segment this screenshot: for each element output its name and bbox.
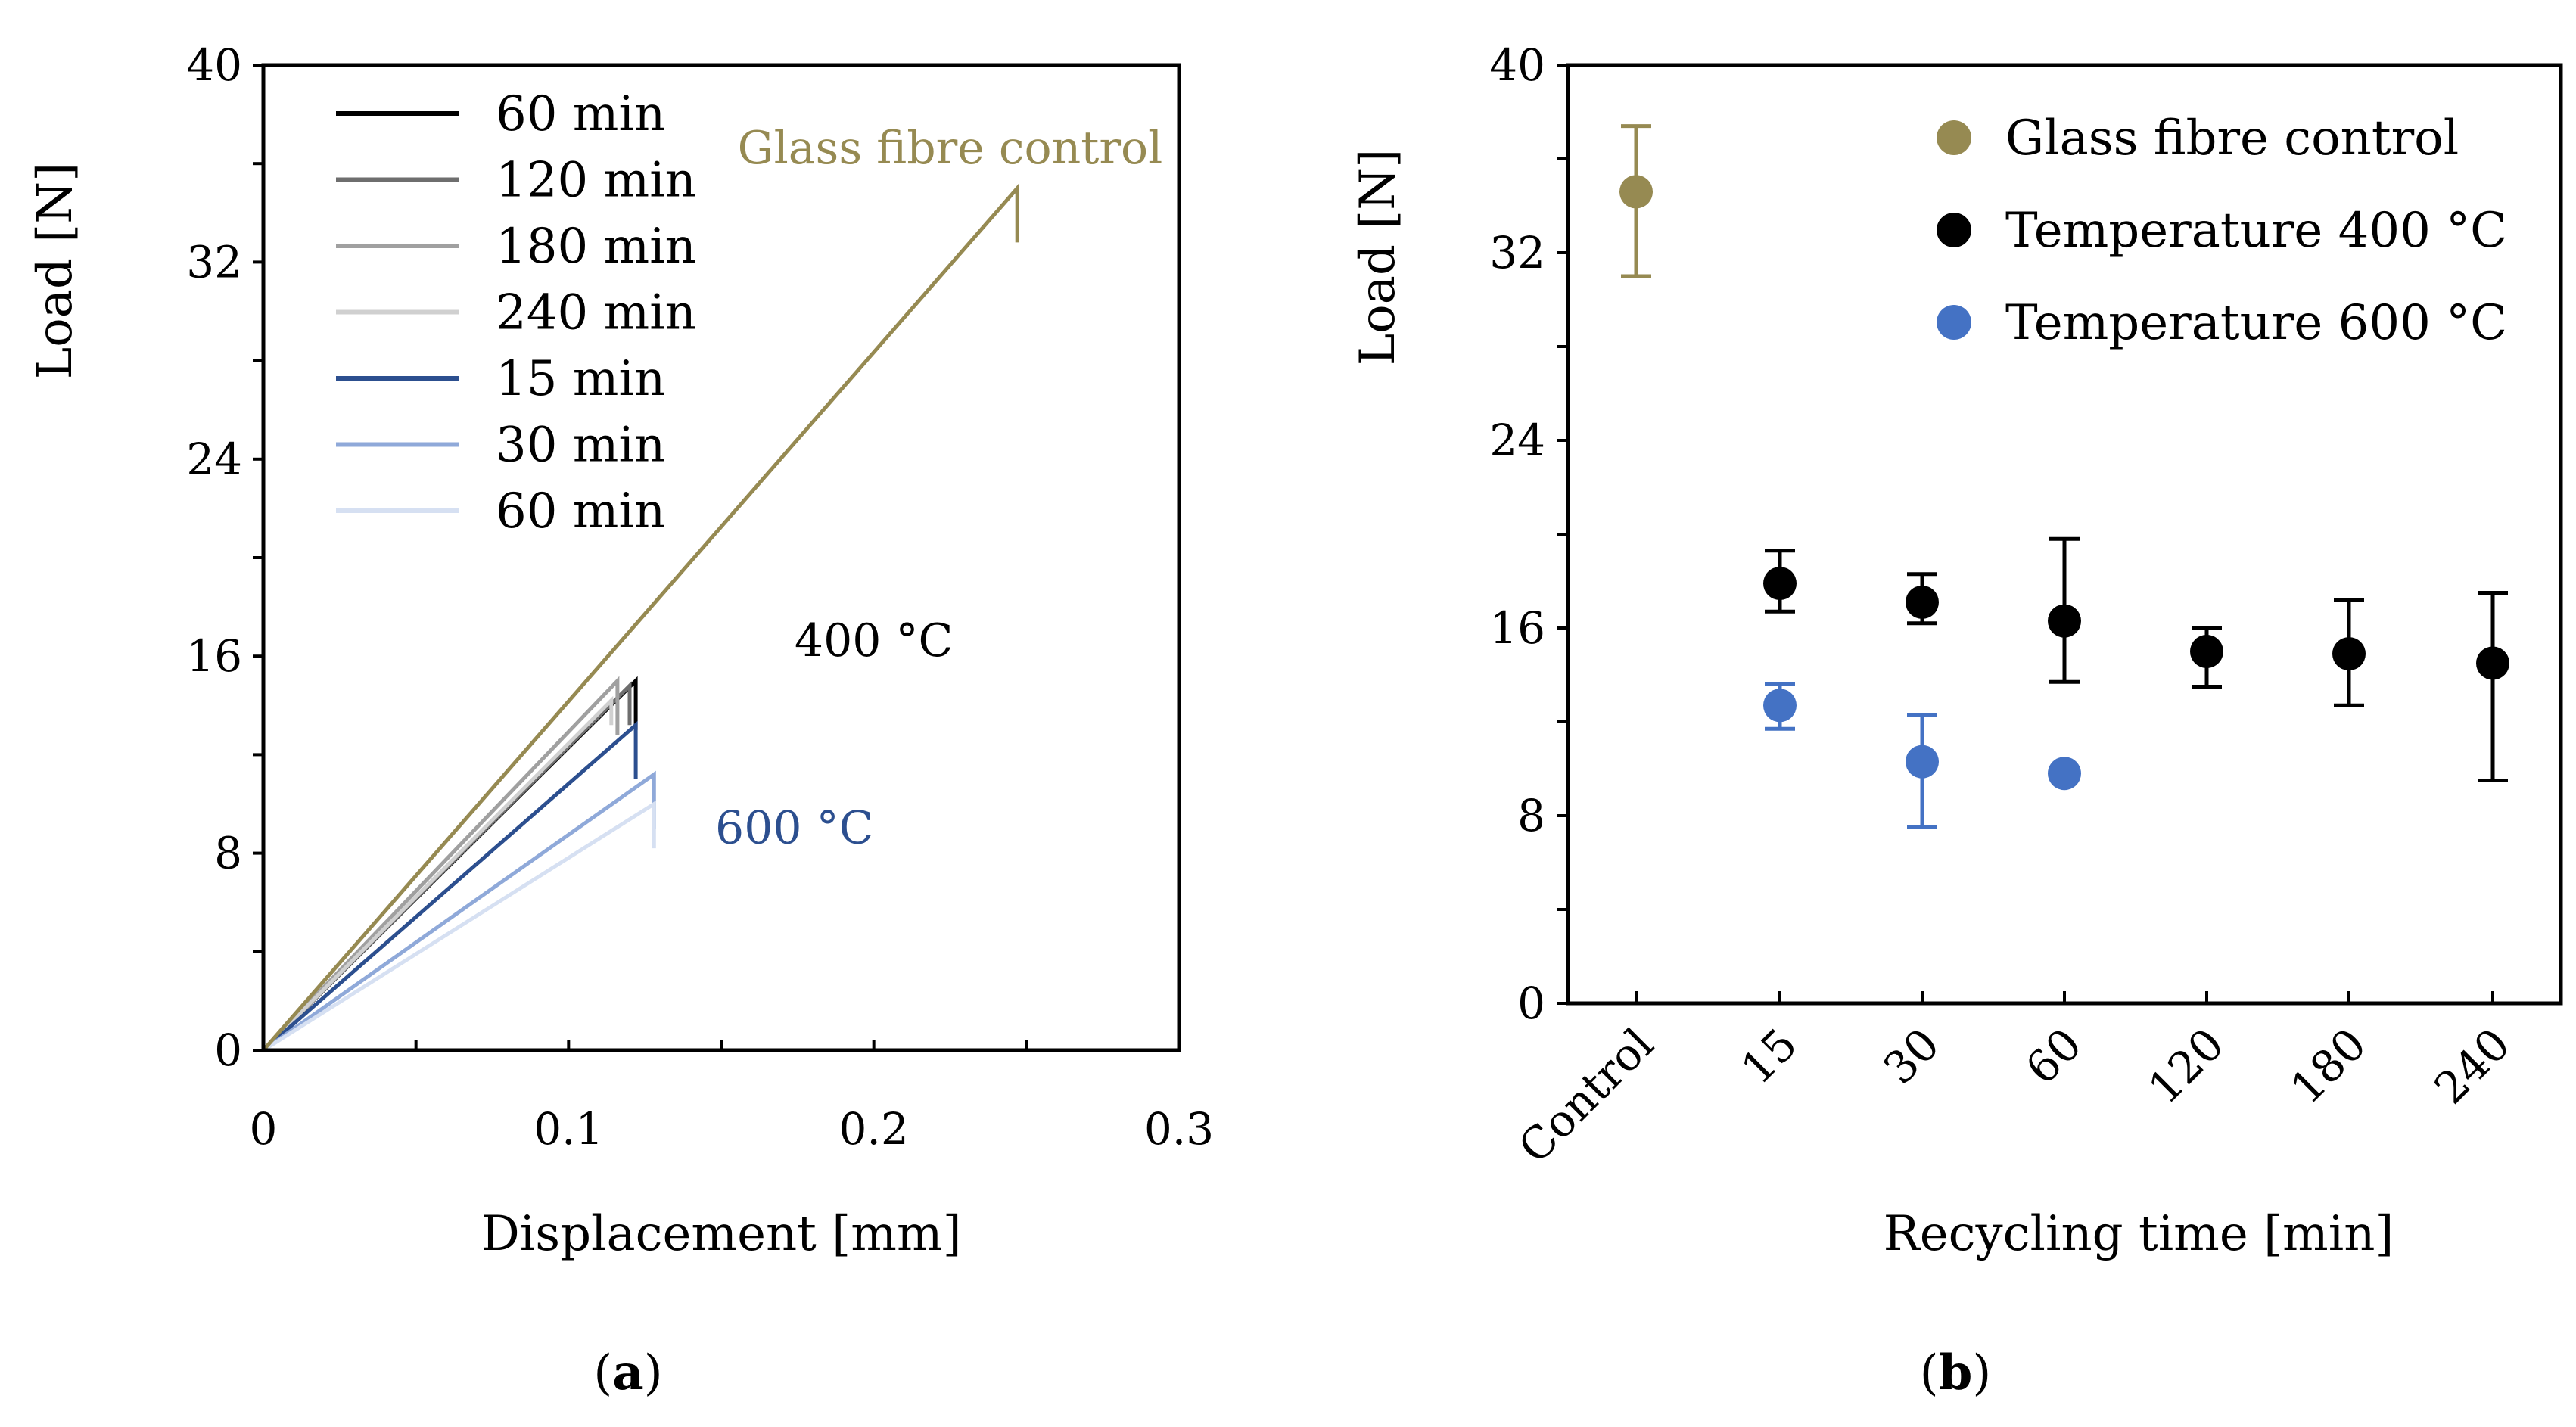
panel-b-legend-marker bbox=[1937, 305, 1971, 340]
panel-a-series-line-7 bbox=[262, 183, 1019, 1052]
panel-a-series-line-2 bbox=[262, 676, 620, 1052]
panel-a-y-tick-label: 16 bbox=[186, 630, 242, 682]
panel-a-annotation: 400 °C bbox=[795, 614, 954, 667]
panel-b-x-tick-label: 30 bbox=[1874, 1018, 1949, 1094]
panel-b-x-tick-label: 180 bbox=[2281, 1018, 2376, 1114]
panel-a-legend-label: 180 min bbox=[496, 219, 696, 275]
panel-a-legend-label: 240 min bbox=[496, 285, 696, 341]
panel-b-legend-marker bbox=[1937, 120, 1971, 155]
panel-b: 0 8 16 24 32 40 Control 15 30 60 120 180 240 Glass f… bbox=[1350, 39, 2563, 1401]
panel-b-data-point bbox=[2190, 635, 2223, 668]
panel-b-legend: Glass fibre control Temperature 400 °C Tem… bbox=[1937, 110, 2507, 351]
panel-b-caption-label: (b) bbox=[1920, 1345, 1992, 1401]
panel-b-data-point bbox=[1906, 745, 1939, 779]
panel-a-annotations: Glass fibre control 400 °C 600 °C bbox=[715, 122, 1162, 854]
panel-b-data-point bbox=[2048, 757, 2081, 791]
panel-b-legend-label: Temperature 600 °C bbox=[2005, 295, 2507, 351]
panel-a-y-tick-label: 32 bbox=[186, 236, 242, 288]
panel-a-y-axis-label: Load [N] bbox=[27, 163, 83, 379]
panel-b-legend-label: Temperature 400 °C bbox=[2005, 203, 2507, 259]
panel-a-x-tick-label: 0.2 bbox=[839, 1103, 909, 1155]
panel-b-y-axis-label: Load [N] bbox=[1350, 149, 1406, 365]
panel-a: 0 8 16 24 32 40 0 0.1 0.2 0.3 60 min 120 min 180 mi… bbox=[27, 39, 1214, 1401]
panel-b-y-tick-label: 16 bbox=[1489, 602, 1545, 654]
panel-b-legend-label: Glass fibre control bbox=[2005, 110, 2459, 166]
panel-a-y-tick-label: 24 bbox=[186, 434, 242, 485]
panel-b-data-point bbox=[2332, 637, 2366, 671]
panel-b-data-point bbox=[2476, 646, 2509, 680]
panel-a-series-lines bbox=[262, 183, 1019, 1052]
panel-a-annotation: 600 °C bbox=[715, 802, 874, 855]
panel-a-legend-label: 60 min bbox=[496, 86, 665, 142]
panel-a-y-tick-label: 40 bbox=[186, 39, 242, 91]
panel-a-legend-label: 15 min bbox=[496, 351, 665, 407]
panel-a-legend-label: 60 min bbox=[496, 483, 665, 539]
panel-b-y-tick-label: 32 bbox=[1489, 227, 1545, 278]
panel-a-y-tick-label: 8 bbox=[214, 828, 242, 879]
panel-a-legend-label: 30 min bbox=[496, 418, 665, 474]
panel-b-data-point bbox=[1763, 689, 1797, 723]
panel-b-series-points bbox=[1619, 124, 2509, 829]
panel-a-x-axis-label: Displacement [mm] bbox=[481, 1206, 961, 1262]
panel-a-series-line-5 bbox=[262, 770, 656, 1052]
panel-a-series-line-4 bbox=[262, 720, 638, 1052]
panel-b-y-tick-label: 0 bbox=[1517, 978, 1545, 1029]
panel-b-x-tick-label: 60 bbox=[2016, 1018, 2092, 1094]
panel-b-x-tick-label: 120 bbox=[2139, 1018, 2234, 1114]
panel-a-annotation: Glass fibre control bbox=[738, 122, 1163, 175]
panel-b-legend-marker bbox=[1937, 213, 1971, 247]
panel-b-x-tick-label: 240 bbox=[2425, 1018, 2520, 1114]
panel-b-y-tick-label: 40 bbox=[1489, 39, 1545, 91]
panel-a-legend: 60 min 120 min 180 min 240 min 15 min 30 min 6… bbox=[336, 86, 696, 539]
panel-b-data-point bbox=[2048, 604, 2081, 638]
panel-b-data-point bbox=[1763, 567, 1797, 601]
panel-a-plot-frame bbox=[261, 63, 1181, 1052]
panel-a-series-line-3 bbox=[262, 695, 614, 1052]
panel-b-y-tick-label: 24 bbox=[1489, 415, 1545, 466]
panel-a-x-tick-label: 0.1 bbox=[534, 1103, 603, 1155]
panel-a-ticks: 0 8 16 24 32 40 0 0.1 0.2 0.3 bbox=[186, 39, 1214, 1155]
panel-b-x-axis-label: Recycling time [min] bbox=[1884, 1206, 2394, 1262]
panel-a-legend-label: 120 min bbox=[496, 153, 696, 209]
panel-b-data-point bbox=[1906, 585, 1939, 619]
panel-a-y-tick-label: 0 bbox=[214, 1024, 242, 1076]
panel-a-x-tick-label: 0.3 bbox=[1144, 1103, 1214, 1155]
panel-a-series-line-6 bbox=[262, 800, 656, 1052]
panel-a-caption-label: (a) bbox=[593, 1345, 662, 1401]
panel-b-x-tick-label: Control bbox=[1508, 1018, 1663, 1173]
panel-b-y-tick-label: 8 bbox=[1517, 790, 1545, 841]
panel-b-x-tick-label: 15 bbox=[1731, 1018, 1807, 1094]
panel-b-data-point bbox=[1619, 175, 1653, 209]
panel-a-x-tick-label: 0 bbox=[250, 1103, 278, 1155]
